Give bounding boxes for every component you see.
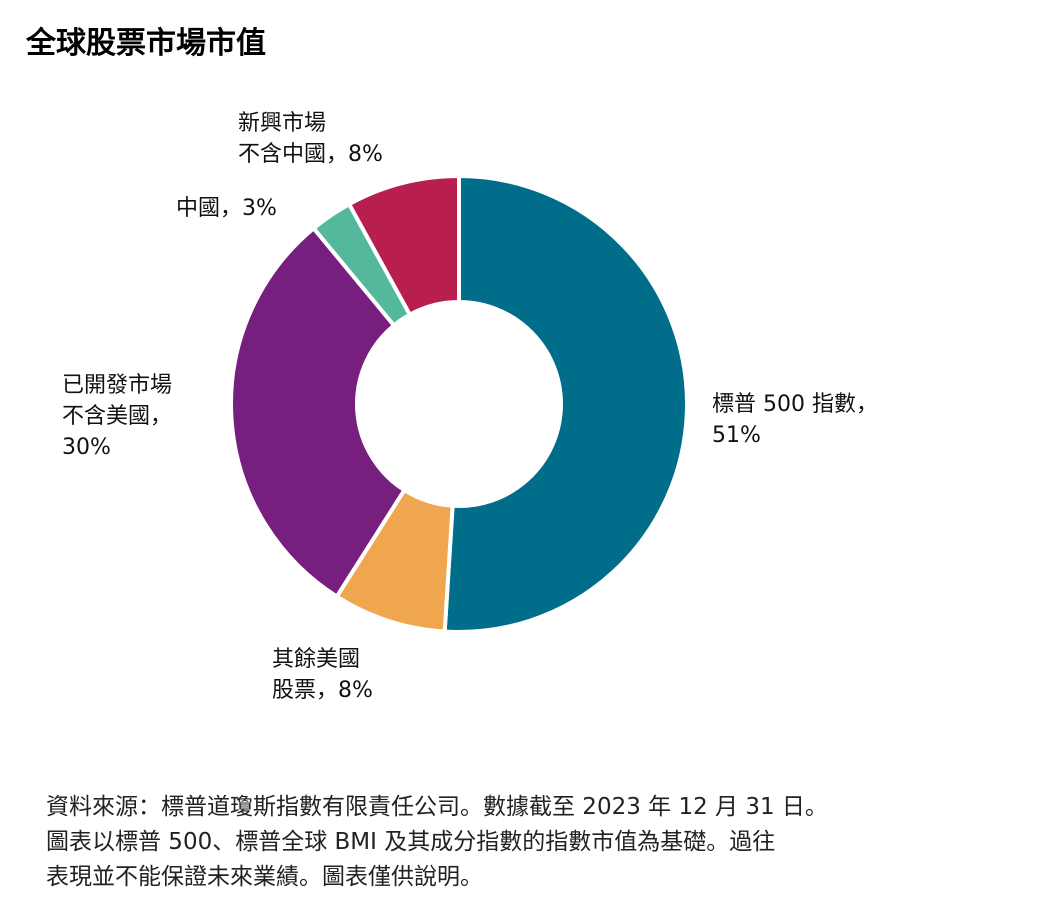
label-rest-us: 其餘美國 股票，8% bbox=[272, 644, 373, 706]
label-developed-ex-us-line1: 已開發市場 bbox=[62, 373, 173, 398]
chart-title: 全球股票市場市值 bbox=[26, 26, 266, 61]
label-emerging-ex-china: 新興市場 不含中國，8% bbox=[238, 108, 383, 170]
label-developed-ex-us-line3: 30% bbox=[62, 435, 111, 460]
label-developed-ex-us-line2: 不含美國， bbox=[62, 404, 173, 429]
footnote-line1: 資料來源：標普道瓊斯指數有限責任公司。數據截至 2023 年 12 月 31 日… bbox=[46, 794, 828, 820]
slice-developed-ex-us bbox=[229, 225, 408, 600]
label-rest-us-line2: 股票，8% bbox=[272, 678, 373, 703]
label-sp500-line1: 標普 500 指數， bbox=[712, 392, 878, 417]
label-china-line1: 中國，3% bbox=[176, 196, 277, 221]
footnote-line3: 表現並不能保證未來業績。圖表僅供說明。 bbox=[46, 864, 483, 890]
label-emerging-ex-china-line1: 新興市場 bbox=[238, 111, 327, 136]
slice-emerging-ex-china bbox=[346, 173, 461, 318]
label-rest-us-line1: 其餘美國 bbox=[272, 647, 361, 672]
slice-sp500 bbox=[442, 173, 689, 634]
donut-slices bbox=[229, 173, 689, 634]
label-emerging-ex-china-line2: 不含中國，8% bbox=[238, 142, 383, 167]
label-sp500: 標普 500 指數， 51% bbox=[712, 389, 878, 451]
footnote-line2: 圖表以標普 500、標普全球 BMI 及其成分指數的指數市值為基礎。過往 bbox=[46, 829, 776, 855]
label-china: 中國，3% bbox=[176, 193, 277, 224]
source-footnote: 資料來源：標普道瓊斯指數有限責任公司。數據截至 2023 年 12 月 31 日… bbox=[46, 790, 1016, 895]
label-sp500-line2: 51% bbox=[712, 423, 761, 448]
label-developed-ex-us: 已開發市場 不含美國， 30% bbox=[62, 370, 172, 463]
